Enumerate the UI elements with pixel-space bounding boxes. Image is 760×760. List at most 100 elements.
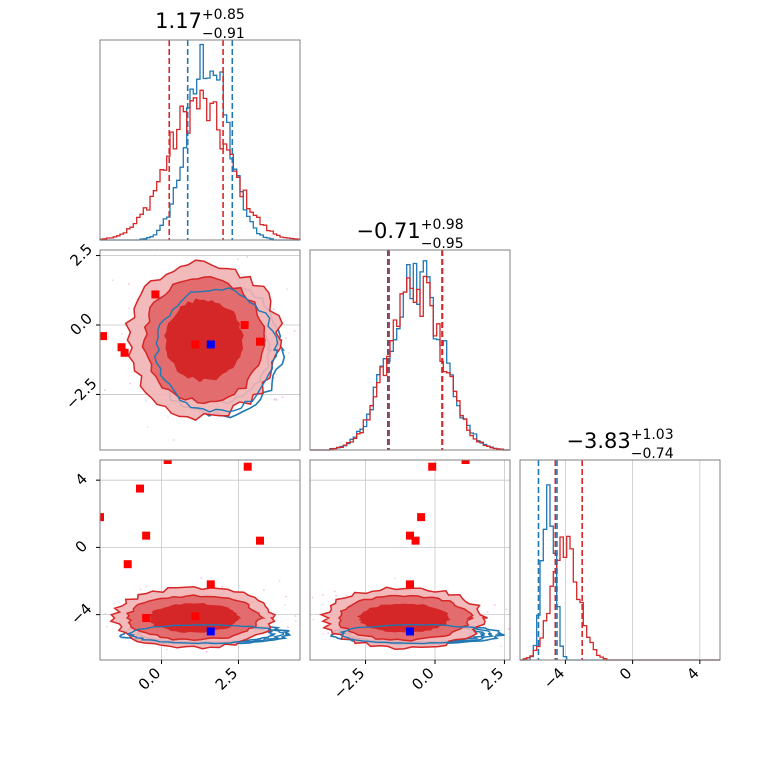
p2-p3-red-contour-inner: [356, 603, 451, 633]
p1-p2-sample-point: [167, 416, 170, 419]
p1-p2-sample-point: [273, 398, 275, 401]
p1-p3-red-marker-9: [256, 536, 264, 545]
p1-p3-plot-area: [70, 460, 313, 660]
p2-p3-xtick-label-0: −2.5: [330, 664, 368, 702]
p1-p2-frame: [99, 249, 301, 451]
p1-marginal-title-sub: −0.91: [202, 26, 245, 42]
p2-p3-blue-contour-overlay: [338, 623, 495, 645]
p2-marginal-title-sub: −0.95: [421, 236, 464, 252]
p3-marginal-panel: −3.83+1.03−0.74−4 0 4: [519, 427, 721, 692]
p1-p3-xtick-label-0: 0.0: [135, 664, 165, 694]
p1-p3-sample-point: [283, 604, 286, 606]
p1-p2-sample-point: [311, 323, 313, 325]
p1-p2-sample-point: [104, 389, 106, 391]
p1-p3-sample-point: [70, 642, 72, 644]
p2-p3-sample-point: [303, 618, 305, 620]
p1-p2-red-marker-6: [240, 321, 249, 329]
p1-p3-blue-contour-overlay: [126, 624, 285, 645]
p1-p3-red-marker-3: [142, 531, 151, 540]
p1-p2-sample-point: [275, 399, 278, 401]
p1-marginal-title-sup: +0.85: [202, 7, 245, 23]
p1-p2-red-marker-2: [120, 348, 129, 357]
p1-p3-sample-point: [294, 620, 297, 623]
p3-marginal-xtick-label-1: 0: [616, 664, 635, 683]
p1-p2-sample-point: [36, 385, 38, 387]
p1-p3-xtick-label-1: 2.5: [212, 664, 242, 694]
p1-p3-red-marker-5: [163, 460, 172, 464]
p1-p3-sample-point: [139, 588, 142, 591]
p1-p3-blue-marker-0: [206, 627, 215, 636]
p1-p2-sample-point: [120, 333, 123, 335]
p2-p3-red-marker-1: [417, 513, 426, 522]
p3-marginal-title-sup: +1.03: [631, 427, 674, 443]
p1-p3-sample-point: [104, 612, 107, 615]
p1-p3-sample-point: [285, 595, 287, 598]
p2-p3-sample-point: [312, 618, 315, 621]
p3-marginal-frame: [519, 459, 721, 661]
p1-marginal-title: 1.17+0.85: [155, 7, 245, 33]
p1-p2-sample-point: [275, 373, 277, 376]
p1-p3-red-marker-8: [243, 462, 252, 471]
p2-p3-sample-point: [394, 577, 396, 579]
p2-p3-red-marker-4: [406, 580, 414, 589]
p1-p3-sample-point: [311, 628, 313, 630]
p2-p3-red-marker-3: [406, 531, 414, 540]
p2-marginal-panel: −0.71+0.98−0.95: [309, 217, 511, 451]
p1-p2-panel: 2.5 0.0 −2.5: [36, 240, 313, 451]
p1-p2-ytick-label-1: 0.0: [66, 309, 96, 339]
p1-marginal-panel: 1.17+0.85−0.91: [99, 7, 301, 241]
p1-p3-red-marker-2: [136, 484, 144, 493]
p1-p2-red-marker-3: [151, 290, 160, 299]
p2-marginal-hist-blue: [310, 260, 510, 451]
p1-p3-frame: [99, 459, 301, 661]
p2-marginal-hist-red: [310, 275, 510, 451]
p2-p3-sample-point: [486, 611, 489, 613]
p3-marginal-hist-blue: [520, 484, 720, 661]
p1-p2-red-contour-inner: [164, 298, 244, 383]
p2-p3-sample-point: [284, 601, 286, 603]
p1-p3-red-marker-0: [100, 513, 104, 522]
p1-p3-sample-point: [145, 585, 148, 588]
p1-p3-red-marker-6: [191, 612, 200, 621]
p2-p3-panel: −2.5 0.0 2.5: [284, 459, 520, 703]
p2-marginal-title: −0.71+0.98: [356, 217, 463, 243]
p1-p3-ytick-label-2: −4: [67, 600, 95, 628]
p2-p3-sample-point: [518, 618, 520, 620]
p2-p3-sample-point: [321, 593, 324, 596]
p1-p2-sample-point: [146, 426, 149, 428]
p1-p2-blue-contour-overlay: [153, 287, 279, 413]
p1-p3-red-marker-7: [206, 580, 215, 589]
p1-p2-sample-point: [145, 399, 148, 402]
p2-p3-blue-marker-0: [406, 627, 414, 636]
p1-p2-sample-point: [107, 336, 110, 338]
p1-p2-sample-point: [286, 288, 288, 290]
p1-p3-ytick-label-0: 4: [72, 470, 91, 489]
p2-marginal-frame: [309, 249, 511, 451]
p1-p2-sample-point: [275, 398, 278, 401]
p1-p2-sample-point: [154, 247, 156, 249]
p1-p3-ytick-label-1: 0: [72, 537, 91, 556]
p1-p2-sample-point: [153, 254, 156, 257]
p2-p3-sample-point: [500, 645, 502, 648]
p2-p3-sample-point: [303, 612, 305, 614]
p1-p2-sample-point: [273, 308, 275, 311]
p1-p2-sample-point: [305, 317, 307, 319]
panels-layer: 1.17+0.85−0.912.50.0−2.5−0.71+0.98−0.950…: [36, 7, 721, 703]
p1-p2-red-marker-4: [191, 340, 200, 349]
p1-marginal-hist-blue: [100, 43, 300, 241]
p1-p3-red-marker-1: [123, 560, 132, 569]
p1-p2-sample-point: [237, 258, 240, 261]
p1-p2-red-marker-1: [117, 343, 126, 352]
p1-p3-sample-point: [286, 626, 289, 629]
p1-marginal-frame: [99, 39, 301, 241]
p1-p2-sample-point: [111, 279, 114, 282]
p1-marginal-title-value: 1.17: [155, 9, 202, 33]
p1-p3-sample-point: [113, 603, 116, 605]
p2-p3-sample-point: [507, 628, 510, 630]
p1-p3-red-marker-4: [142, 613, 151, 622]
p2-p3-xtick-label-2: 2.5: [478, 664, 508, 694]
p1-p2-sample-point: [293, 330, 296, 332]
p2-p3-sample-point: [311, 596, 314, 599]
p1-p2-ytick-label-2: −2.5: [62, 374, 100, 412]
